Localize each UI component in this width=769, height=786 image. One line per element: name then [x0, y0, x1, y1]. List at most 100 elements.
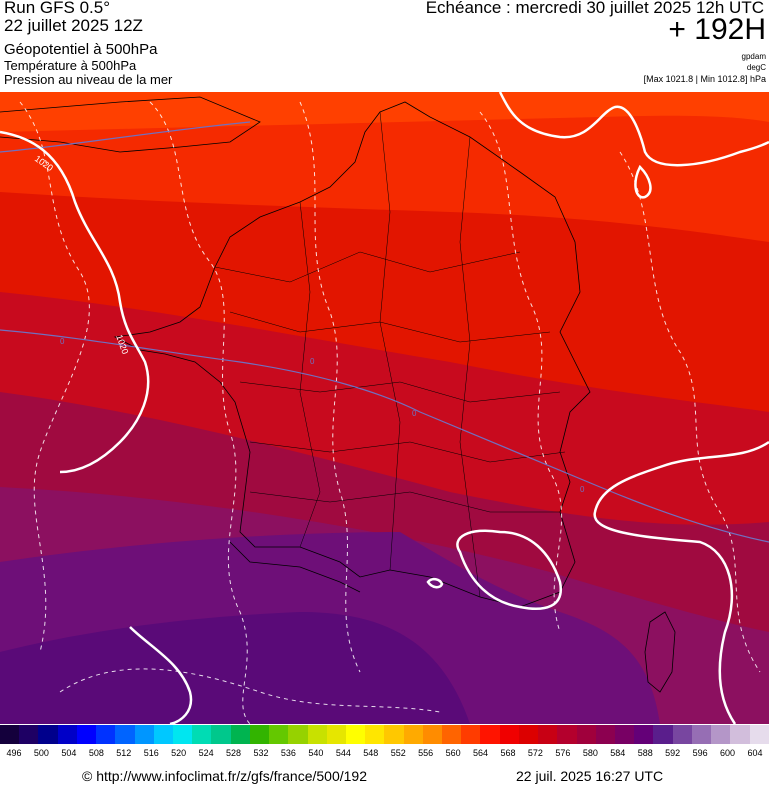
scale-label: 584 — [610, 748, 626, 758]
scale-swatch — [345, 725, 366, 744]
isotherm-label-4: 0 — [580, 485, 585, 494]
scale-swatch — [480, 725, 500, 744]
map-canvas: 1020 1020 0 0 0 0 — [0, 92, 769, 724]
source-link[interactable]: © http://www.infoclimat.fr/z/gfs/france/… — [82, 768, 367, 784]
scale-swatch — [19, 725, 39, 744]
scale-swatch — [749, 725, 769, 744]
scale-swatch — [730, 725, 750, 744]
scale-swatch — [76, 725, 97, 744]
isobar-low-southeast — [456, 529, 563, 610]
scale-label: 512 — [116, 748, 132, 758]
map-footer: © http://www.infoclimat.fr/z/gfs/france/… — [0, 766, 769, 786]
isobar-loop-ne — [634, 164, 652, 199]
scale-swatch — [499, 725, 519, 744]
scale-label: 516 — [143, 748, 159, 758]
run-title: Run GFS 0.5° — [4, 0, 111, 17]
corsica — [644, 611, 676, 693]
scale-label: 576 — [555, 748, 571, 758]
scale-swatch — [115, 725, 135, 744]
scale-swatch — [307, 725, 327, 744]
run-date: 22 juillet 2025 12Z — [4, 16, 143, 35]
scale-swatch — [96, 725, 116, 744]
scale-swatch — [557, 725, 577, 744]
scale-label: 572 — [527, 748, 543, 758]
scale-swatch — [595, 725, 615, 744]
scale-swatch — [153, 725, 173, 744]
scale-label: 520 — [171, 748, 187, 758]
scale-swatch — [249, 725, 270, 744]
generation-timestamp: 22 juil. 2025 16:27 UTC — [516, 768, 664, 784]
scale-label: 504 — [61, 748, 77, 758]
scale-swatch — [38, 725, 58, 744]
scale-label: 508 — [88, 748, 104, 758]
isobar-east — [593, 440, 769, 724]
scale-swatch — [230, 725, 250, 744]
scale-swatch — [711, 725, 731, 744]
map-header: Run GFS 0.5° 22 juillet 2025 12Z Géopote… — [0, 0, 769, 92]
scale-swatch — [269, 725, 289, 744]
isobar-1020-northeast — [498, 92, 769, 167]
isotherm-zero — [0, 121, 769, 543]
scale-swatch — [211, 725, 231, 744]
band-600 — [0, 612, 470, 724]
scale-label: 544 — [335, 748, 351, 758]
scale-swatch — [461, 725, 481, 744]
scale-label: 588 — [637, 748, 653, 758]
unit-geopotential: gpdam — [741, 52, 766, 61]
department-lines — [214, 111, 566, 598]
scale-label: 596 — [692, 748, 708, 758]
pressure-range: [Max 1021.8 | Min 1012.8] hPa — [643, 74, 766, 84]
isotherm-label-2: 0 — [310, 357, 315, 366]
scale-label: 580 — [582, 748, 598, 758]
scale-swatch — [615, 725, 635, 744]
scale-label: 564 — [473, 748, 489, 758]
scale-swatch — [576, 725, 596, 744]
scale-label: 592 — [665, 748, 681, 758]
scale-label: 500 — [33, 748, 49, 758]
scale-label: 528 — [226, 748, 242, 758]
scale-swatch — [653, 725, 673, 744]
scale-label: 568 — [500, 748, 516, 758]
forecast-hour: + 192H — [668, 13, 766, 46]
isotherms — [19, 101, 761, 724]
scale-label: 524 — [198, 748, 214, 758]
unit-temperature: degC — [746, 63, 766, 72]
britain-coast — [0, 96, 261, 153]
france-coastline — [113, 101, 591, 608]
weather-map[interactable]: 1020 1020 0 0 0 0 — [0, 92, 769, 724]
scale-label: 560 — [445, 748, 461, 758]
scale-swatch — [134, 725, 154, 744]
scale-swatch — [442, 725, 462, 744]
scale-swatch — [691, 725, 712, 744]
isobar-1020-west — [0, 130, 150, 474]
scale-swatch — [0, 725, 20, 744]
color-scale — [0, 725, 769, 744]
scale-swatch — [518, 725, 539, 744]
scale-swatch — [192, 725, 212, 744]
isobar-small-loop — [426, 577, 444, 589]
scale-swatch — [672, 725, 692, 744]
scale-label: 532 — [253, 748, 269, 758]
scale-swatch — [384, 725, 404, 744]
scale-swatch — [326, 725, 346, 744]
scale-swatch — [288, 725, 308, 744]
isobars — [0, 92, 769, 724]
scale-swatch — [634, 725, 654, 744]
scale-swatch — [172, 725, 193, 744]
color-scale-labels: 496 500 504 508 512 516 520 524 528 532 536 540 544 5… — [0, 748, 769, 762]
scale-label: 496 — [6, 748, 22, 758]
scale-label: 536 — [280, 748, 296, 758]
isobar-south — [129, 626, 193, 724]
isotherm-label-3: 0 — [412, 409, 417, 418]
isotherm-label-1: 0 — [60, 337, 65, 346]
scale-label: 604 — [747, 748, 763, 758]
field-geopotential: Géopotentiel à 500hPa — [4, 41, 158, 58]
scale-swatch — [403, 725, 423, 744]
scale-swatch — [57, 725, 77, 744]
spain-border — [229, 541, 361, 593]
scale-swatch — [538, 725, 558, 744]
scale-label: 556 — [418, 748, 434, 758]
field-temperature: Température à 500hPa — [4, 58, 137, 73]
scale-label: 552 — [390, 748, 406, 758]
scale-label: 600 — [720, 748, 736, 758]
